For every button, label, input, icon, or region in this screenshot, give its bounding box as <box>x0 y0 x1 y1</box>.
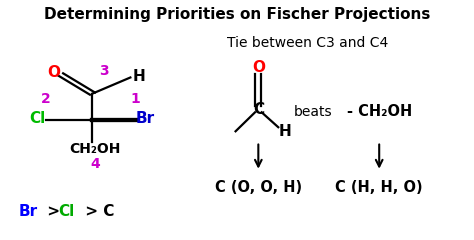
Text: Cl: Cl <box>29 111 46 126</box>
Text: C (H, H, O): C (H, H, O) <box>336 180 423 195</box>
Text: C: C <box>253 102 264 117</box>
Text: O: O <box>47 65 60 80</box>
Text: Tie between C3 and C4: Tie between C3 and C4 <box>228 36 389 50</box>
Text: 1: 1 <box>130 92 140 106</box>
Text: 4: 4 <box>90 156 100 171</box>
Text: >: > <box>42 204 65 219</box>
Text: - CH₂OH: - CH₂OH <box>346 104 412 119</box>
Text: CH₂OH: CH₂OH <box>69 142 120 156</box>
Text: beats: beats <box>293 105 332 119</box>
Text: Cl: Cl <box>58 204 74 219</box>
Text: Br: Br <box>136 111 155 126</box>
Text: Determining Priorities on Fischer Projections: Determining Priorities on Fischer Projec… <box>44 7 430 22</box>
Text: C (O, O, H): C (O, O, H) <box>215 180 302 195</box>
Text: 3: 3 <box>100 64 109 78</box>
Text: 2: 2 <box>41 92 50 106</box>
Text: H: H <box>133 69 146 84</box>
Text: H: H <box>279 125 291 139</box>
Text: > C: > C <box>80 204 114 219</box>
Text: Br: Br <box>19 204 38 219</box>
Text: O: O <box>252 60 265 75</box>
